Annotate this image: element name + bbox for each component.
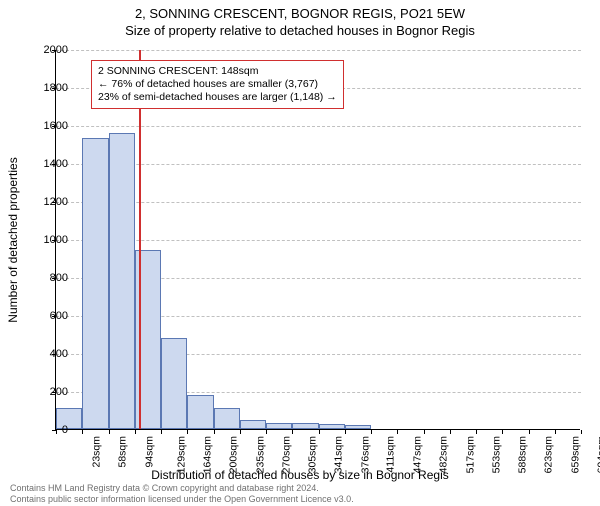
xtick-mark (397, 430, 398, 434)
ytick-label: 200 (28, 386, 68, 398)
xtick-label: 164sqm (201, 436, 213, 473)
xtick-label: 200sqm (228, 436, 240, 473)
ytick-label: 1600 (28, 120, 68, 132)
xtick-mark (450, 430, 451, 434)
xtick-mark (476, 430, 477, 434)
xtick-label: 411sqm (384, 436, 396, 473)
xtick-label: 553sqm (490, 436, 502, 473)
xtick-mark (319, 430, 320, 434)
xtick-label: 517sqm (464, 436, 476, 473)
marker-note: 2 SONNING CRESCENT: 148sqm← 76% of detac… (91, 60, 344, 109)
xtick-mark (82, 430, 83, 434)
histogram-bar (187, 395, 213, 429)
histogram-bar (266, 423, 292, 429)
page-title-2: Size of property relative to detached ho… (0, 23, 600, 38)
grid-line (56, 126, 581, 127)
ytick-label: 0 (28, 424, 68, 436)
histogram-bar (82, 138, 108, 429)
caption-line-1: Contains HM Land Registry data © Crown c… (10, 483, 319, 493)
xtick-mark (214, 430, 215, 434)
grid-line (56, 164, 581, 165)
chart-container: 2 SONNING CRESCENT: 148sqm← 76% of detac… (55, 50, 580, 430)
histogram-bar (161, 338, 187, 429)
xtick-mark (345, 430, 346, 434)
xtick-label: 94sqm (143, 436, 155, 468)
xtick-mark (502, 430, 503, 434)
ytick-label: 400 (28, 348, 68, 360)
xtick-label: 235sqm (254, 436, 266, 473)
xtick-mark (135, 430, 136, 434)
xtick-label: 447sqm (411, 436, 423, 473)
histogram-bar (292, 423, 318, 429)
xtick-mark (424, 430, 425, 434)
xtick-mark (240, 430, 241, 434)
xtick-label: 376sqm (359, 436, 371, 473)
page-title-1: 2, SONNING CRESCENT, BOGNOR REGIS, PO21 … (0, 6, 600, 21)
xtick-label: 58sqm (117, 436, 129, 468)
histogram-bar (345, 425, 371, 429)
xtick-label: 623sqm (543, 436, 555, 473)
xtick-mark (292, 430, 293, 434)
ytick-label: 1400 (28, 158, 68, 170)
plot-area: 2 SONNING CRESCENT: 148sqm← 76% of detac… (55, 50, 580, 430)
xtick-label: 129sqm (175, 436, 187, 473)
ytick-label: 2000 (28, 44, 68, 56)
note-line-1: 2 SONNING CRESCENT: 148sqm (98, 65, 258, 77)
xtick-mark (371, 430, 372, 434)
xtick-mark (581, 430, 582, 434)
xtick-label: 270sqm (280, 436, 292, 473)
caption-text: Contains HM Land Registry data © Crown c… (10, 483, 354, 504)
histogram-bar (240, 420, 266, 430)
xtick-label: 694sqm (595, 436, 600, 473)
caption-line-2: Contains public sector information licen… (10, 494, 354, 504)
ytick-label: 600 (28, 310, 68, 322)
grid-line (56, 50, 581, 51)
grid-line (56, 202, 581, 203)
xtick-label: 588sqm (516, 436, 528, 473)
xtick-label: 659sqm (569, 436, 581, 473)
ytick-label: 1200 (28, 196, 68, 208)
xtick-label: 341sqm (333, 436, 345, 473)
ytick-label: 1000 (28, 234, 68, 246)
histogram-bar (109, 133, 135, 429)
histogram-bar (319, 424, 345, 429)
xtick-label: 23sqm (91, 436, 103, 468)
xtick-mark (187, 430, 188, 434)
ytick-label: 1800 (28, 82, 68, 94)
xtick-label: 482sqm (438, 436, 450, 473)
xtick-label: 305sqm (306, 436, 318, 473)
grid-line (56, 240, 581, 241)
x-axis-label: Distribution of detached houses by size … (0, 468, 600, 482)
note-line-3: 23% of semi-detached houses are larger (… (98, 91, 337, 103)
xtick-mark (109, 430, 110, 434)
y-axis-label: Number of detached properties (6, 157, 20, 322)
xtick-mark (266, 430, 267, 434)
histogram-bar (214, 408, 240, 429)
xtick-mark (161, 430, 162, 434)
note-line-2: ← 76% of detached houses are smaller (3,… (98, 78, 318, 90)
xtick-mark (529, 430, 530, 434)
ytick-label: 800 (28, 272, 68, 284)
xtick-mark (555, 430, 556, 434)
